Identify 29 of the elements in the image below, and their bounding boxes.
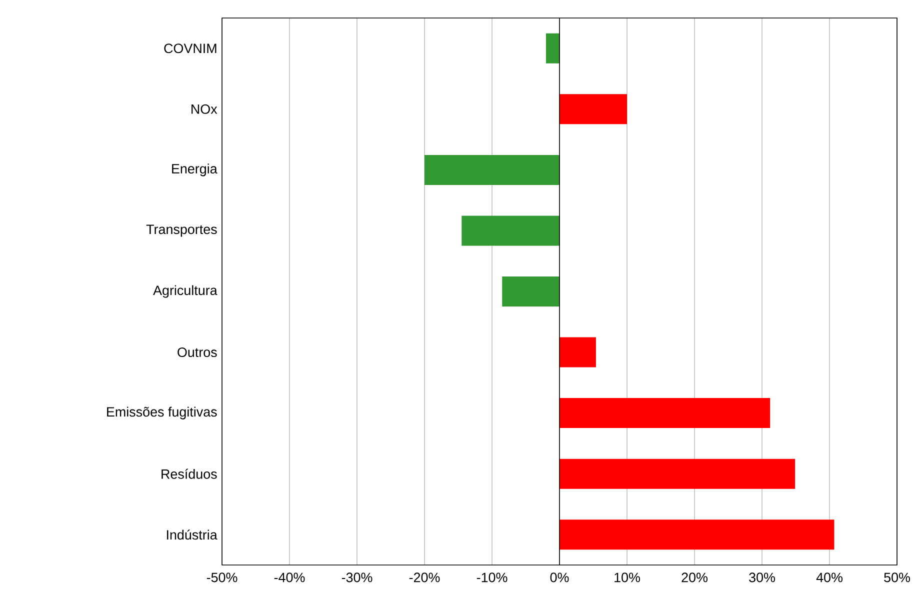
bar [462, 216, 560, 246]
y-tick-label: Emissões fugitivas [107, 406, 217, 420]
x-tick-label: 20% [682, 572, 708, 582]
y-tick-label: Outros [178, 348, 217, 358]
bar [502, 276, 560, 306]
y-tick-label: Energia [172, 164, 218, 176]
x-tick-label: -10% [476, 572, 508, 582]
x-tick-label: -40% [274, 572, 305, 582]
x-tick-label: 0% [550, 572, 569, 582]
x-tick-label: -30% [342, 572, 372, 582]
bar [424, 154, 560, 185]
y-tick-label: Transportes [146, 224, 217, 237]
x-tick-label: 50% [884, 572, 910, 582]
x-tick-label: -20% [409, 572, 440, 582]
x-tick-label: 40% [816, 572, 842, 582]
bar [560, 398, 770, 428]
y-tick-label: NOx [192, 104, 218, 114]
x-tick-label: -50% [206, 572, 238, 582]
x-tick-label: 30% [749, 572, 775, 582]
bar [546, 33, 560, 64]
y-tick-label: Agricultura [153, 285, 218, 298]
bar [560, 520, 834, 550]
y-tick-label: COVNIM [164, 44, 216, 54]
y-tick-label: Resíduos [162, 468, 217, 479]
bar [560, 458, 796, 489]
bar [560, 337, 596, 368]
bar [560, 94, 628, 124]
x-tick-label: 10% [614, 572, 640, 582]
y-tick-label: Indústria [166, 530, 218, 540]
